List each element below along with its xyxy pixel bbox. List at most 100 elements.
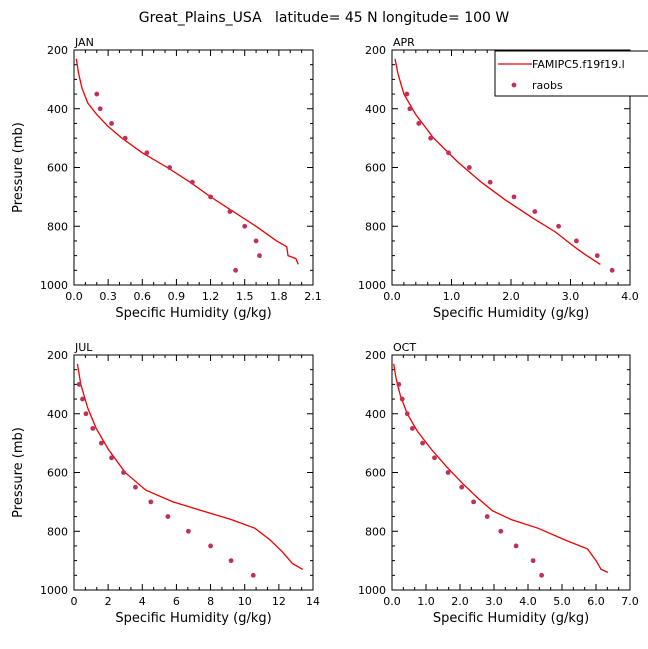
y-tick-label: 400 (365, 408, 386, 421)
x-axis-label: Specific Humidity (g/kg) (115, 306, 271, 321)
y-tick-label: 600 (47, 162, 68, 175)
x-tick-label: 0 (71, 595, 78, 608)
y-tick-label: 800 (47, 220, 68, 233)
x-tick-label: 4.0 (519, 595, 537, 608)
raobs-point (539, 572, 544, 578)
y-tick-label: 200 (47, 349, 68, 362)
plot-frame (391, 354, 631, 591)
raobs-point (459, 484, 465, 490)
panel-jul: JUL 0 2 4 6 8 10 12 14 200 400 600 800 1000 Specific H… (11, 341, 320, 626)
raobs-point (594, 253, 600, 259)
y-tick-label: 200 (365, 349, 386, 362)
x-axis-label: Specific Humidity (g/kg) (433, 306, 589, 321)
raobs-point (498, 528, 504, 534)
raobs-point (148, 499, 154, 505)
raobs-point (109, 455, 114, 461)
raobs-point (513, 543, 519, 549)
raobs-point (208, 543, 213, 549)
raobs-point (165, 514, 171, 519)
raobs-point (80, 396, 85, 402)
y-tick-label: 600 (365, 162, 386, 175)
y-tick-label: 800 (365, 525, 386, 538)
raobs-point (228, 558, 234, 564)
raobs-point (233, 267, 239, 273)
x-tick-label: 3.0 (562, 290, 580, 303)
y-axis-label: Pressure (mb) (11, 427, 26, 518)
y-tick-label: 600 (47, 467, 68, 480)
raobs-point (399, 396, 405, 402)
raobs-point (90, 426, 96, 431)
raobs-point (410, 426, 415, 431)
y-tick-label: 400 (47, 103, 68, 116)
x-tick-label: 2 (105, 595, 112, 608)
raobs-point (466, 165, 472, 170)
raobs-point (185, 528, 191, 534)
y-tick-label: 800 (365, 220, 386, 233)
raobs-point (121, 470, 126, 475)
raobs-point (511, 194, 517, 200)
raobs-point (404, 411, 410, 417)
raobs-point (609, 267, 615, 273)
raobs-point (471, 499, 476, 505)
y-tick-label: 400 (47, 408, 68, 421)
x-tick-label: 2.1 (304, 290, 322, 303)
raobs-point (532, 209, 538, 214)
raobs-point (396, 381, 402, 387)
panel-oct: OCT 0.0 1.0 2.0 3.0 4.0 5.0 6.0 7.0 200 400 600 800 1… (358, 341, 639, 626)
x-tick-label: 10 (238, 595, 252, 608)
panel-apr: APR 0.0 1.0 2.0 3.0 4.0 200 400 600 800 1000 Specif… (358, 36, 648, 321)
x-tick-label: 5.0 (553, 595, 571, 608)
x-tick-label: 6 (173, 595, 180, 608)
raobs-point (208, 194, 213, 200)
legend-label-model: FAMIPC5.f19f19.l (532, 58, 625, 71)
raobs-point (94, 91, 100, 97)
raobs-point (83, 411, 89, 417)
plot-frame (73, 49, 314, 286)
raobs-point (97, 106, 103, 112)
x-tick-label: 4.0 (621, 290, 639, 303)
raobs-point (446, 150, 451, 156)
raobs-point (257, 253, 262, 259)
raobs-point (253, 238, 259, 244)
y-axis-label: Pressure (mb) (11, 122, 26, 213)
raobs-point (432, 455, 437, 461)
figure-title: Great_Plains_USA latitude= 45 N longitud… (139, 10, 510, 26)
raobs-point (556, 223, 561, 229)
x-tick-label: 12 (272, 595, 286, 608)
x-tick-label: 3.0 (485, 595, 503, 608)
y-tick-label: 800 (47, 525, 68, 538)
y-tick-label: 200 (365, 44, 386, 57)
x-tick-label: 1.2 (202, 290, 220, 303)
raobs-point (122, 135, 128, 141)
panel-label: OCT (393, 341, 416, 354)
plot-frame (73, 354, 314, 591)
x-tick-label: 0.0 (383, 290, 401, 303)
x-tick-label: 0.6 (134, 290, 152, 303)
legend: FAMIPC5.f19f19.l raobs (494, 50, 648, 97)
x-tick-label: 7.0 (621, 595, 639, 608)
panel-label: JAN (74, 36, 94, 49)
raobs-point (242, 223, 248, 229)
y-tick-label: 400 (365, 103, 386, 116)
raobs-point (98, 440, 104, 446)
raobs-point (574, 238, 579, 244)
raobs-point (407, 106, 413, 112)
raobs-point (484, 514, 490, 519)
x-tick-label: 0.9 (168, 290, 186, 303)
raobs-point (227, 209, 233, 214)
legend-dot-swatch (511, 82, 517, 88)
x-tick-label: 0.3 (99, 290, 117, 303)
y-tick-label: 1000 (40, 279, 68, 292)
x-tick-label: 2.0 (502, 290, 520, 303)
raobs-point (133, 484, 138, 490)
x-tick-label: 0.0 (65, 290, 83, 303)
x-tick-label: 1.0 (443, 290, 461, 303)
x-tick-label: 0.0 (383, 595, 401, 608)
model-profile-line (393, 363, 609, 573)
raobs-point (530, 558, 536, 564)
raobs-point (428, 135, 434, 141)
x-axis-label: Specific Humidity (g/kg) (433, 611, 589, 626)
raobs-point (445, 470, 451, 475)
x-tick-label: 4 (139, 595, 146, 608)
